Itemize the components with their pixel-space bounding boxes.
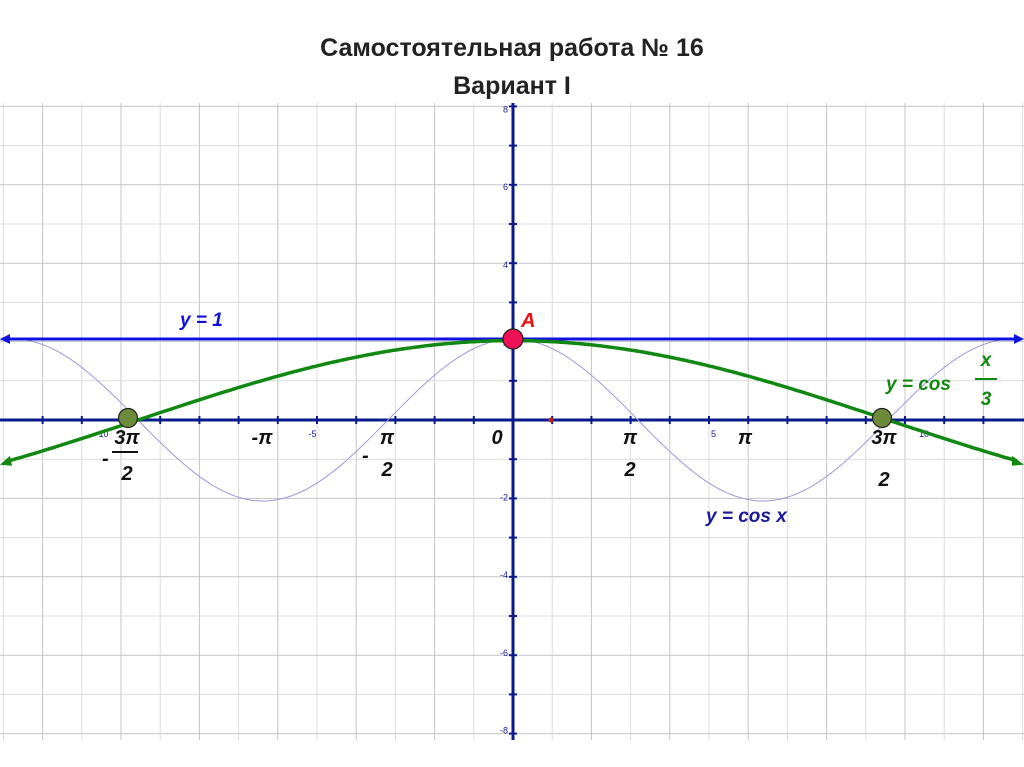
label-y-equals-1: y = 1 — [179, 310, 223, 331]
point-a-label: A — [520, 310, 535, 332]
pi-label-numerator: π — [623, 427, 638, 449]
label-fraction-denominator: 3 — [981, 389, 992, 410]
intersection-point — [117, 407, 139, 429]
pi-label-numerator: 0 — [491, 427, 502, 449]
y-tick-label: -8 — [500, 725, 508, 735]
pi-tick-label: 3π 2 — [871, 427, 897, 491]
slide-title: Самостоятельная работа № 16 — [320, 34, 704, 62]
pi-label-numerator: -π — [252, 427, 274, 449]
arrow-right-icon — [1014, 334, 1024, 344]
arrow-left-icon — [0, 455, 12, 466]
y-tick-label: 8 — [503, 105, 508, 115]
pi-label-numerator: 3π — [871, 427, 897, 449]
slide-subtitle: Вариант I — [453, 72, 571, 100]
pi-tick-label: 3π 2- — [102, 427, 140, 485]
label-y-cos-x-over-3: y = cos — [885, 374, 951, 395]
small-point — [548, 417, 554, 423]
pi-label-denominator: 2 — [380, 459, 392, 481]
pi-label-numerator: π — [738, 427, 753, 449]
pi-tick-label: π2 — [623, 427, 638, 481]
point-a — [502, 328, 524, 350]
pi-label-denominator: 2 — [877, 469, 889, 491]
arrow-right-icon — [1012, 455, 1024, 466]
pi-tick-label: 0 — [491, 427, 502, 449]
x-tick-label: -5 — [308, 429, 316, 439]
pi-tick-label: -π — [252, 427, 274, 449]
label-fraction-numerator: x — [980, 350, 993, 371]
label-y-cos-x: y = cos x — [705, 506, 788, 527]
y-tick-label: 6 — [503, 182, 508, 192]
pi-tick-label: π 2- — [362, 427, 395, 481]
arrow-left-icon — [0, 334, 10, 344]
pi-label-sign: - — [102, 448, 109, 470]
pi-label-numerator: 3π — [114, 427, 140, 449]
x-tick-label: 5 — [711, 429, 716, 439]
pi-label-sign: - — [362, 445, 369, 467]
pi-label-denominator: 2 — [120, 463, 132, 485]
y-tick-label: -2 — [500, 493, 508, 503]
x-tick-label: -10 — [95, 429, 108, 439]
y-tick-label: -4 — [500, 570, 508, 580]
y-tick-label: 4 — [503, 260, 508, 270]
pi-label-numerator: π — [380, 427, 395, 449]
pi-tick-label: π — [738, 427, 753, 449]
x-tick-label: 10 — [919, 429, 929, 439]
pi-label-denominator: 2 — [623, 459, 635, 481]
y-tick-label: -6 — [500, 648, 508, 658]
intersection-point — [871, 407, 893, 429]
